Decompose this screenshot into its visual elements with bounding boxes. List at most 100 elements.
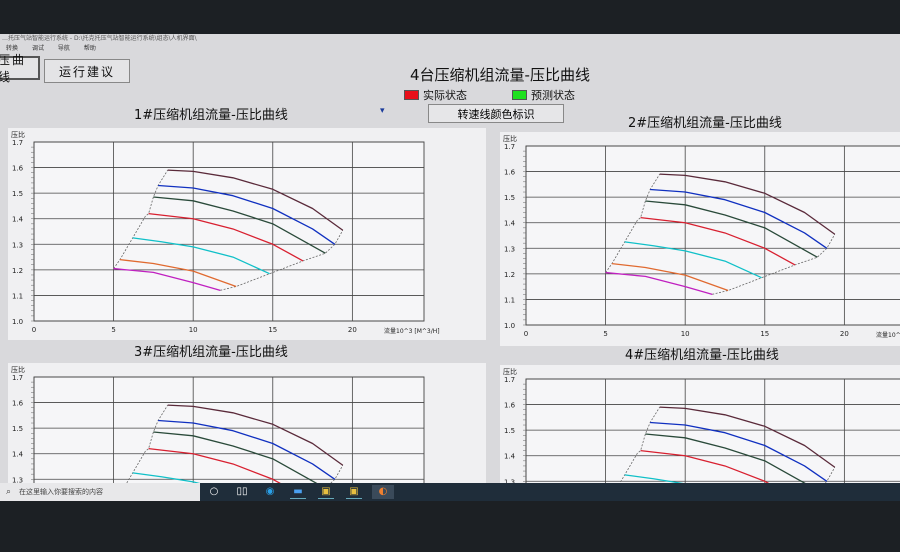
chart-3-title: 3#压缩机组流量-压比曲线 bbox=[134, 345, 288, 360]
y-tick-label: 1.1 bbox=[12, 292, 23, 300]
y-tick-label: 1.3 bbox=[504, 245, 515, 253]
x-tick-label: 20 bbox=[840, 330, 849, 338]
menu-item[interactable]: 转换 bbox=[6, 45, 19, 52]
y-tick-label: 1.2 bbox=[12, 267, 23, 275]
x-tick-label: 15 bbox=[760, 330, 769, 338]
x-tick-label: 15 bbox=[268, 326, 277, 334]
search-icon: ⌕ bbox=[6, 487, 12, 497]
y-tick-label: 1.7 bbox=[12, 139, 23, 147]
y-tick-label: 1.3 bbox=[12, 476, 23, 484]
y-tick-label: 1.6 bbox=[504, 169, 516, 177]
y-tick-label: 1.0 bbox=[12, 318, 23, 326]
y-tick-label: 1.5 bbox=[12, 190, 23, 198]
speed-line-5 bbox=[132, 472, 212, 486]
advice-button[interactable]: 运行建议 bbox=[44, 59, 130, 83]
y-tick-label: 1.0 bbox=[504, 322, 515, 330]
folder-app-icon[interactable]: ▣ bbox=[318, 485, 334, 499]
speed-line-4 bbox=[640, 216, 796, 266]
x-tick-label: 10 bbox=[681, 330, 690, 338]
chart-1: 0 5 10 15 20 1.0 1.1 1.2 1.3 1.4 1.5 1.6 1.7 压比 流量10^3… bbox=[8, 128, 486, 340]
surge-line bbox=[124, 404, 169, 486]
pointer-icon: ▾ bbox=[380, 106, 385, 116]
y-tick-label: 1.6 bbox=[12, 400, 24, 408]
plot-area bbox=[525, 378, 900, 486]
surge-line bbox=[605, 173, 661, 273]
legend-actual: 实际状态 bbox=[404, 87, 467, 103]
choke-line bbox=[220, 230, 344, 291]
taskbar-search[interactable]: ⌕ 在这里输入你要搜索的内容 bbox=[0, 483, 200, 501]
chart-2: 0 5 10 15 20 1.0 1.1 1.2 1.3 1.4 1.5 1.6 1.7 压比 流量10^ bbox=[500, 132, 900, 346]
plot-area bbox=[525, 145, 900, 326]
menu-item[interactable]: 调试 bbox=[31, 45, 44, 52]
taskbar: ⌕ 在这里输入你要搜索的内容 ○ ▯▯ ◉ ▬ ▣ ▣ ◐ bbox=[0, 483, 900, 501]
x-tick-label: 10 bbox=[189, 326, 198, 334]
y-tick-label: 1.5 bbox=[504, 194, 515, 202]
x-axis-label: 流量10^3 [M^3/H] bbox=[384, 327, 440, 335]
speed-line-2 bbox=[650, 188, 828, 249]
y-tick-label: 1.6 bbox=[12, 165, 24, 173]
speed-line-4 bbox=[148, 212, 304, 262]
app-window: …托压气站智能运行系统 - D:\托克托压气站智能运行系统\组态\人机界面\ 转… bbox=[0, 34, 900, 486]
chart-1-title: 1#压缩机组流量-压比曲线 bbox=[134, 108, 288, 123]
x-tick-label: 0 bbox=[524, 330, 528, 338]
speed-line-6 bbox=[119, 258, 237, 288]
x-tick-label: 20 bbox=[348, 326, 357, 334]
y-axis-label: 压比 bbox=[503, 367, 517, 376]
folder-app-icon-2[interactable]: ▣ bbox=[346, 485, 362, 499]
y-tick-label: 1.6 bbox=[504, 402, 516, 410]
task-view-icon[interactable]: ▯▯ bbox=[236, 486, 248, 497]
predicted-swatch bbox=[512, 90, 527, 100]
curve-button[interactable]: 压曲线 bbox=[0, 53, 40, 84]
speed-line-3 bbox=[645, 433, 812, 486]
y-tick-label: 1.4 bbox=[12, 451, 24, 459]
speed-line-1 bbox=[659, 406, 836, 468]
legend-label: 预测状态 bbox=[531, 89, 575, 102]
app-icon[interactable]: ◐ bbox=[372, 485, 394, 499]
speed-line-5 bbox=[132, 237, 270, 275]
speed-line-4 bbox=[640, 449, 775, 486]
y-axis-label: 压比 bbox=[11, 365, 25, 374]
edge-icon[interactable]: ◉ bbox=[265, 486, 275, 497]
y-axis-label: 压比 bbox=[11, 130, 25, 139]
menu-item[interactable]: 帮助 bbox=[83, 45, 96, 52]
speed-line-1 bbox=[167, 404, 344, 466]
y-tick-label: 1.5 bbox=[12, 425, 23, 433]
chart-svg: 0 5 10 15 20 1.0 1.1 1.2 1.3 1.4 1.5 1.6 1.7压比流量10^3… bbox=[11, 130, 440, 335]
speed-line-7 bbox=[113, 267, 221, 291]
speed-line-3 bbox=[153, 431, 323, 486]
speed-line-6 bbox=[611, 262, 729, 292]
speed-line-2 bbox=[650, 421, 828, 482]
cortana-icon[interactable]: ○ bbox=[209, 486, 219, 497]
y-tick-label: 1.7 bbox=[504, 143, 515, 151]
search-placeholder: 在这里输入你要搜索的内容 bbox=[19, 488, 104, 496]
chart-4-title: 4#压缩机组流量-压比曲线 bbox=[625, 348, 779, 363]
menu-bar: 转换 调试 导航 帮助 bbox=[0, 44, 900, 54]
page-title: 4台压缩机组流量-压比曲线 bbox=[410, 66, 590, 84]
y-tick-label: 1.2 bbox=[504, 271, 515, 279]
y-tick-label: 1.4 bbox=[12, 216, 24, 224]
y-axis-label: 压比 bbox=[503, 134, 517, 143]
plot-area bbox=[33, 141, 425, 322]
speed-line-1 bbox=[659, 173, 836, 235]
y-tick-label: 1.7 bbox=[504, 376, 515, 384]
speed-line-color-button[interactable]: 转速线颜色标识 bbox=[428, 104, 564, 123]
app-window-icon[interactable]: ▬ bbox=[290, 485, 306, 499]
menu-item[interactable]: 导航 bbox=[57, 45, 70, 52]
y-tick-label: 1.3 bbox=[504, 478, 515, 486]
x-tick-label: 5 bbox=[111, 326, 115, 334]
y-tick-label: 1.3 bbox=[12, 241, 23, 249]
y-tick-label: 1.4 bbox=[504, 453, 516, 461]
speed-line-1 bbox=[167, 169, 344, 231]
plot-area bbox=[33, 376, 425, 486]
speed-line-3 bbox=[645, 200, 818, 258]
x-tick-label: 5 bbox=[603, 330, 607, 338]
y-tick-label: 1.7 bbox=[12, 374, 23, 382]
y-tick-label: 1.1 bbox=[504, 296, 515, 304]
legend-label: 实际状态 bbox=[423, 89, 467, 102]
window-title: …托压气站智能运行系统 - D:\托克托压气站智能运行系统\组态\人机界面\ bbox=[2, 35, 197, 42]
speed-line-2 bbox=[158, 184, 336, 245]
